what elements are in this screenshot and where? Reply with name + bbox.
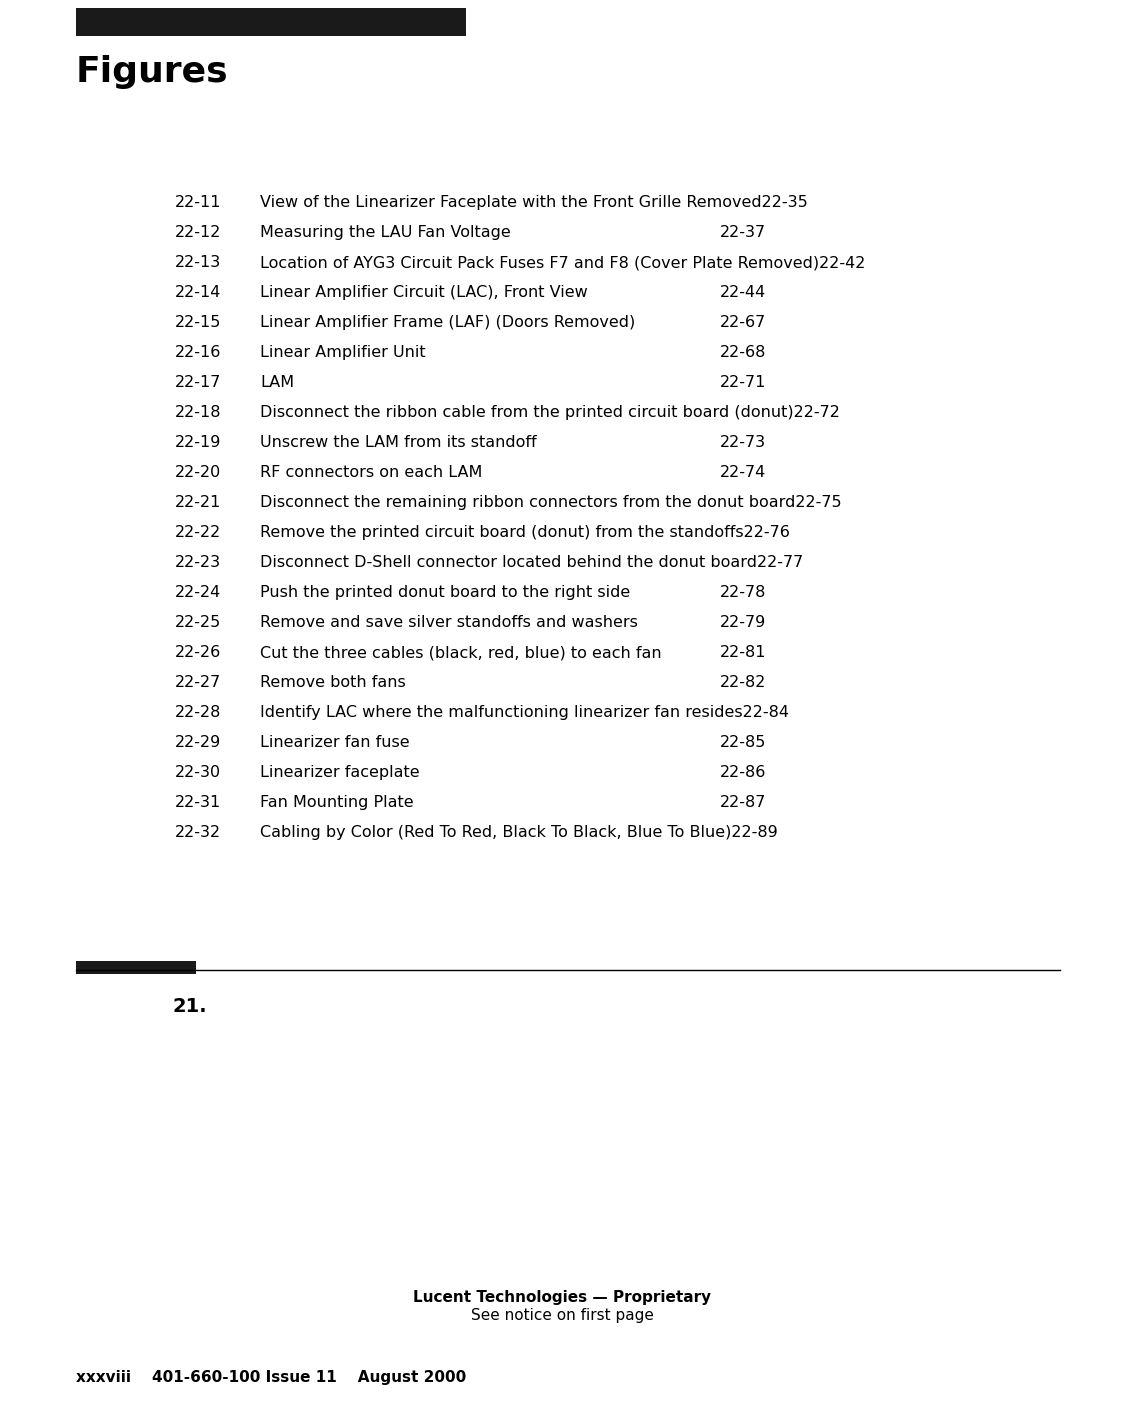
Text: Fan Mounting Plate: Fan Mounting Plate: [260, 795, 414, 810]
Text: 22-67: 22-67: [720, 315, 766, 330]
Text: 22-15: 22-15: [176, 315, 222, 330]
Text: Linear Amplifier Circuit (LAC), Front View: Linear Amplifier Circuit (LAC), Front Vi…: [260, 285, 587, 299]
Text: 22-81: 22-81: [720, 645, 766, 659]
Text: 22-25: 22-25: [176, 616, 222, 630]
Text: 22-79: 22-79: [720, 616, 766, 630]
Text: 22-32: 22-32: [176, 825, 222, 840]
Text: Linearizer fan fuse: Linearizer fan fuse: [260, 736, 410, 750]
Text: RF connectors on each LAM: RF connectors on each LAM: [260, 465, 483, 480]
Text: Linearizer faceplate: Linearizer faceplate: [260, 765, 420, 779]
Text: 22-44: 22-44: [720, 285, 766, 299]
Text: Disconnect the ribbon cable from the printed circuit board (donut)22-72: Disconnect the ribbon cable from the pri…: [260, 405, 840, 419]
Text: Figures: Figures: [76, 55, 228, 89]
Text: Identify LAC where the malfunctioning linearizer fan resides22-84: Identify LAC where the malfunctioning li…: [260, 705, 789, 720]
Text: Linear Amplifier Unit: Linear Amplifier Unit: [260, 345, 425, 360]
Text: 22-11: 22-11: [176, 195, 222, 210]
Text: View of the Linearizer Faceplate with the Front Grille Removed22-35: View of the Linearizer Faceplate with th…: [260, 195, 808, 210]
Text: See notice on first page: See notice on first page: [471, 1308, 654, 1323]
Text: Remove the printed circuit board (donut) from the standoffs22-76: Remove the printed circuit board (donut)…: [260, 525, 790, 539]
Text: 22-29: 22-29: [176, 736, 222, 750]
Text: Lucent Technologies — Proprietary: Lucent Technologies — Proprietary: [414, 1291, 712, 1305]
Text: Disconnect D-Shell connector located behind the donut board22-77: Disconnect D-Shell connector located beh…: [260, 555, 803, 570]
Text: 22-19: 22-19: [176, 435, 222, 450]
Text: 22-16: 22-16: [176, 345, 222, 360]
Text: 22-71: 22-71: [720, 376, 766, 390]
Text: 22-22: 22-22: [176, 525, 222, 539]
Text: Unscrew the LAM from its standoff: Unscrew the LAM from its standoff: [260, 435, 537, 450]
Text: 22-68: 22-68: [720, 345, 766, 360]
Text: LAM: LAM: [260, 376, 294, 390]
Text: 22-26: 22-26: [176, 645, 222, 659]
Text: 22-86: 22-86: [720, 765, 766, 779]
Text: 22-31: 22-31: [176, 795, 222, 810]
Text: Location of AYG3 Circuit Pack Fuses F7 and F8 (Cover Plate Removed)22-42: Location of AYG3 Circuit Pack Fuses F7 a…: [260, 256, 865, 270]
Text: 22-13: 22-13: [176, 256, 222, 270]
Text: 22-12: 22-12: [176, 225, 222, 240]
Text: Remove both fans: Remove both fans: [260, 675, 406, 690]
Text: xxxviii    401-660-100 Issue 11    August 2000: xxxviii 401-660-100 Issue 11 August 2000: [76, 1370, 466, 1385]
Text: 22-18: 22-18: [176, 405, 222, 419]
Text: 22-23: 22-23: [176, 555, 222, 570]
Text: 22-87: 22-87: [720, 795, 766, 810]
Text: 22-37: 22-37: [720, 225, 766, 240]
Text: 22-30: 22-30: [176, 765, 222, 779]
Text: 22-17: 22-17: [176, 376, 222, 390]
Text: Disconnect the remaining ribbon connectors from the donut board22-75: Disconnect the remaining ribbon connecto…: [260, 496, 842, 510]
Text: 22-27: 22-27: [176, 675, 222, 690]
Text: 22-82: 22-82: [720, 675, 766, 690]
Text: 22-28: 22-28: [176, 705, 222, 720]
Text: Remove and save silver standoffs and washers: Remove and save silver standoffs and was…: [260, 616, 638, 630]
Text: 22-73: 22-73: [720, 435, 766, 450]
Bar: [76, 8, 466, 35]
Bar: [76, 962, 196, 974]
Text: 22-85: 22-85: [720, 736, 766, 750]
Text: 22-24: 22-24: [176, 585, 222, 600]
Text: 22-74: 22-74: [720, 465, 766, 480]
Text: 22-78: 22-78: [720, 585, 766, 600]
Text: 22-20: 22-20: [176, 465, 222, 480]
Text: Cut the three cables (black, red, blue) to each fan: Cut the three cables (black, red, blue) …: [260, 645, 662, 659]
Text: 21.: 21.: [172, 997, 207, 1017]
Text: Linear Amplifier Frame (LAF) (Doors Removed): Linear Amplifier Frame (LAF) (Doors Remo…: [260, 315, 636, 330]
Text: 22-14: 22-14: [176, 285, 222, 299]
Text: Measuring the LAU Fan Voltage: Measuring the LAU Fan Voltage: [260, 225, 511, 240]
Text: Push the printed donut board to the right side: Push the printed donut board to the righ…: [260, 585, 630, 600]
Text: Cabling by Color (Red To Red, Black To Black, Blue To Blue)22-89: Cabling by Color (Red To Red, Black To B…: [260, 825, 777, 840]
Text: 22-21: 22-21: [176, 496, 222, 510]
